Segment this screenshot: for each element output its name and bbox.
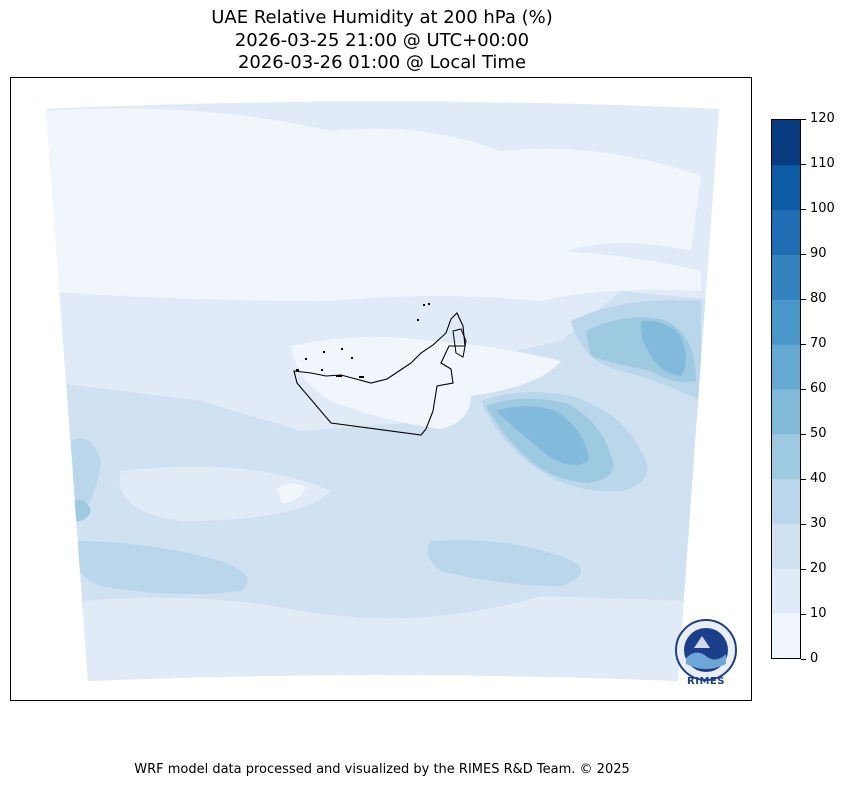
- colorbar-tick: [801, 478, 806, 480]
- colorbar-band: [772, 299, 800, 345]
- contour-50-60-center: [496, 406, 589, 465]
- map-panel: [10, 77, 752, 701]
- humidity-map: [46, 101, 719, 681]
- colorbar-tick: [801, 658, 806, 660]
- colorbar-tick: [801, 613, 806, 615]
- colorbar-tick: [801, 118, 806, 120]
- colorbar-band: [772, 613, 800, 659]
- contour-10-20-south: [81, 596, 691, 681]
- colorbar-tick-label: 60: [810, 381, 827, 396]
- coastal-islands: [296, 303, 430, 378]
- colorbar-tick-label: 90: [810, 246, 827, 261]
- colorbar-tick-label: 20: [810, 561, 827, 576]
- colorbar-tick-label: 40: [810, 471, 827, 486]
- colorbar-band: [772, 389, 800, 435]
- colorbar-tick-label: 80: [810, 291, 827, 306]
- contour-10-20-mid: [119, 466, 331, 521]
- colorbar-band: [772, 120, 800, 166]
- rimes-logo: [675, 619, 737, 681]
- colorbar-bands: [772, 120, 800, 659]
- colorbar-tick: [801, 163, 806, 165]
- contour-50-60-east: [640, 320, 686, 376]
- colorbar-tick: [801, 568, 806, 570]
- colorbar-tick-label: 110: [810, 156, 835, 171]
- contour-0-10-east: [46, 171, 701, 301]
- contour-0-10-small: [276, 483, 306, 503]
- footer-credit: WRF model data processed and visualized …: [134, 762, 630, 777]
- local-time-subtitle: 2026-03-26 01:00 @ Local Time: [237, 52, 527, 73]
- colorbar-tick-label: 10: [810, 606, 827, 621]
- colorbar-band: [772, 254, 800, 300]
- colorbar-tick: [801, 298, 806, 300]
- colorbar-tick-label: 30: [810, 516, 827, 531]
- colorbar-tick-label: 50: [810, 426, 827, 441]
- contour-30-40-southwest: [71, 541, 248, 595]
- oman-musandam-outline: [452, 328, 467, 358]
- colorbar-band: [772, 209, 800, 255]
- colorbar-tick: [801, 208, 806, 210]
- uae-border-outline: [293, 312, 466, 436]
- colorbar-band: [772, 164, 800, 211]
- colorbar-tick: [801, 433, 806, 435]
- colorbar-tick-label: 100: [810, 201, 835, 216]
- colorbar-tick: [801, 523, 806, 525]
- colorbar-band: [772, 433, 800, 480]
- colorbar-tick: [801, 253, 806, 255]
- colorbar-tick-label: 70: [810, 336, 827, 351]
- colorbar-band: [772, 344, 800, 390]
- contour-30-40-south: [427, 540, 581, 586]
- contour-40-50-west: [73, 499, 91, 522]
- map-title: UAE Relative Humidity at 200 hPa (%): [211, 7, 553, 28]
- colorbar-band: [772, 523, 800, 569]
- colorbar-tick-label: 0: [810, 651, 819, 666]
- colorbar-tick-label: 120: [810, 111, 835, 126]
- colorbar-tick: [801, 343, 806, 345]
- rimes-logo-text: RIMES: [687, 676, 725, 687]
- colorbar-band: [772, 568, 800, 614]
- utc-time-subtitle: 2026-03-25 21:00 @ UTC+00:00: [234, 30, 530, 51]
- colorbar-tick: [801, 388, 806, 390]
- colorbar-band: [772, 478, 800, 524]
- contour-0-10-center: [291, 337, 561, 429]
- colorbar: [771, 119, 801, 659]
